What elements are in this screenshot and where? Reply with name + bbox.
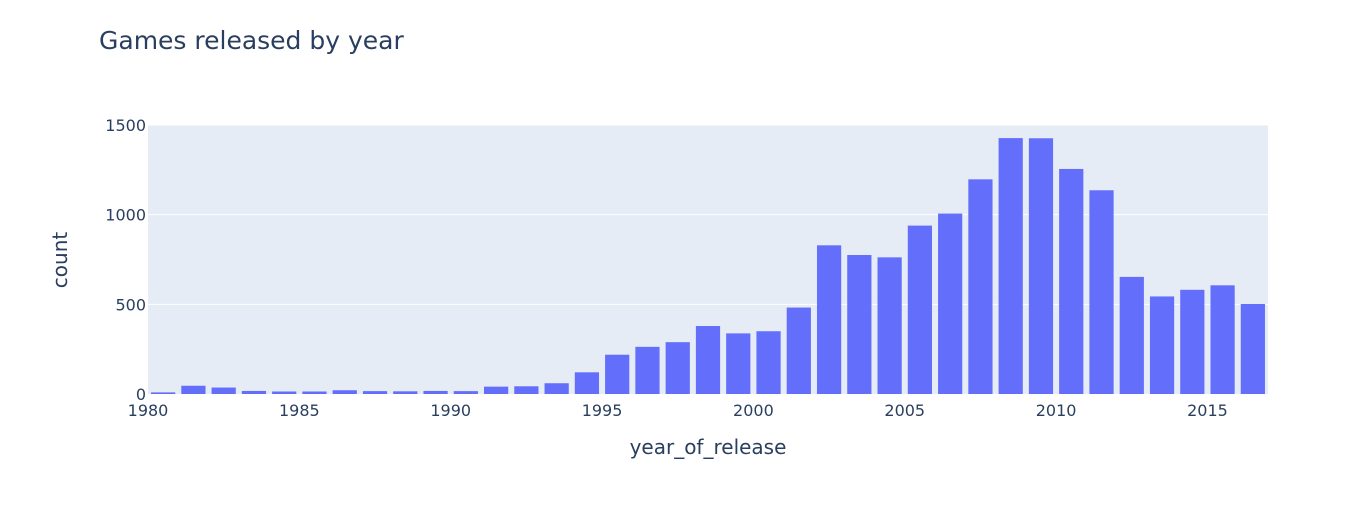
y-tick-label: 0	[136, 385, 146, 404]
x-tick-label: 2015	[1187, 401, 1228, 420]
bar[interactable]	[665, 342, 690, 394]
bar[interactable]	[1149, 296, 1175, 394]
bar[interactable]	[362, 391, 388, 394]
bar[interactable]	[574, 372, 600, 394]
bar[interactable]	[605, 354, 630, 394]
bar[interactable]	[1240, 303, 1265, 394]
chart-title: Games released by year	[99, 26, 404, 55]
bar[interactable]	[786, 307, 811, 394]
y-tick-label: 1500	[105, 116, 146, 135]
bar[interactable]	[695, 326, 721, 394]
bar[interactable]	[211, 387, 236, 394]
bar[interactable]	[484, 386, 509, 394]
bar[interactable]	[453, 391, 478, 394]
bar[interactable]	[423, 390, 448, 394]
y-tick-label: 500	[115, 295, 146, 314]
y-tick-label: 1000	[105, 206, 146, 225]
bar[interactable]	[393, 391, 418, 394]
bar[interactable]	[907, 225, 932, 394]
y-axis-ticks: 0 500 1000 1500	[105, 116, 146, 404]
bar[interactable]	[1180, 289, 1205, 394]
x-tick-label: 2000	[733, 401, 774, 420]
bar[interactable]	[877, 257, 902, 394]
bars	[151, 138, 1265, 394]
bar[interactable]	[272, 391, 297, 394]
bar[interactable]	[302, 391, 327, 394]
bar[interactable]	[1089, 190, 1114, 394]
bar[interactable]	[1119, 276, 1144, 394]
x-tick-label: 2010	[1036, 401, 1077, 420]
bar[interactable]	[151, 392, 176, 394]
bar[interactable]	[1210, 285, 1235, 394]
x-tick-label: 1990	[430, 401, 471, 420]
bar[interactable]	[332, 390, 357, 394]
bar[interactable]	[514, 386, 539, 394]
bar[interactable]	[726, 333, 751, 394]
bar[interactable]	[968, 179, 993, 394]
x-axis-title: year_of_release	[630, 435, 787, 459]
bar[interactable]	[181, 385, 206, 394]
x-tick-label: 1980	[128, 401, 169, 420]
bar[interactable]	[998, 138, 1023, 394]
y-axis-title: count	[48, 232, 72, 289]
bar[interactable]	[847, 255, 872, 394]
bar[interactable]	[1059, 168, 1084, 394]
bar[interactable]	[1028, 138, 1054, 394]
bar[interactable]	[816, 245, 842, 394]
x-tick-label: 1985	[279, 401, 320, 420]
bar[interactable]	[635, 346, 660, 394]
x-axis-ticks: 1980 1985 1990 1995 2000 2005 2010 2015	[128, 401, 1228, 420]
x-tick-label: 2005	[884, 401, 925, 420]
bar[interactable]	[241, 390, 267, 394]
x-tick-label: 1995	[582, 401, 623, 420]
bar[interactable]	[544, 383, 569, 394]
bar[interactable]	[756, 331, 781, 394]
bar[interactable]	[938, 213, 963, 394]
